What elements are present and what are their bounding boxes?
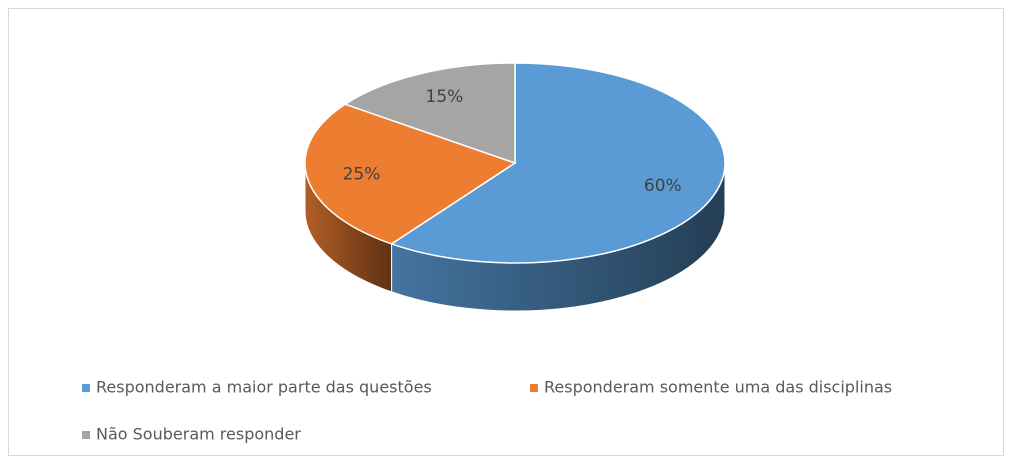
legend-swatch — [82, 384, 90, 392]
legend-label: Não Souberam responder — [96, 425, 301, 444]
pie-slice — [389, 62, 726, 264]
data-label: 15% — [426, 87, 464, 107]
pie-slice — [304, 103, 517, 245]
data-label: 25% — [343, 165, 381, 185]
legend-label: Responderam somente uma das disciplinas — [544, 378, 892, 397]
legend-swatch — [530, 384, 538, 392]
legend-label: Responderam a maior parte das questões — [96, 378, 432, 397]
legend-swatch — [82, 431, 90, 439]
pie-slice — [343, 62, 516, 165]
data-label: 60% — [644, 176, 682, 196]
